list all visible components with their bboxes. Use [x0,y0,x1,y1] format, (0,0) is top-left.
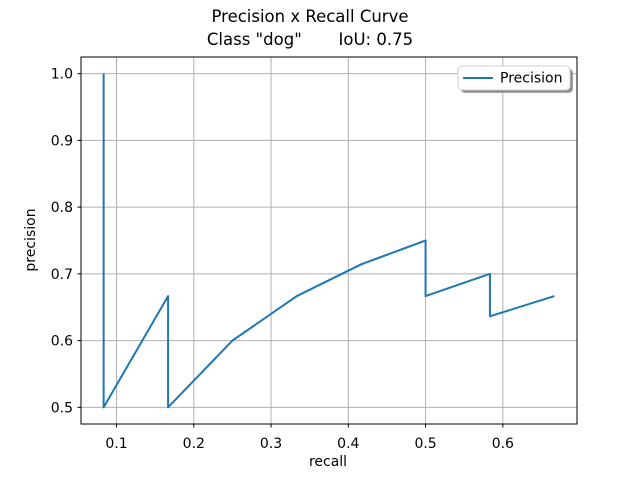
x-tick-label: 0.2 [183,436,205,452]
y-tick-label: 0.5 [51,400,73,416]
x-axis-label: recall [309,454,347,470]
precision-curve [102,73,555,409]
y-axis-label: precision [23,208,39,271]
y-tick-label: 0.8 [51,200,73,216]
legend-label: Precision [500,71,562,87]
legend: Precision [457,65,573,93]
y-tick-label: 0.7 [51,267,73,283]
x-tick-label: 0.6 [492,436,514,452]
grid-layer [81,57,577,424]
series-layer [102,73,555,409]
y-tick-label: 0.9 [51,133,73,149]
y-tick-label: 0.6 [51,334,73,350]
x-tick-label: 0.4 [337,436,359,452]
x-tick-label: 0.5 [414,436,436,452]
plot-border [80,56,578,425]
chart-subtitle: Class "dog" IoU: 0.75 [207,30,413,49]
x-tick-label: 0.3 [260,436,282,452]
x-tick-label: 0.1 [105,436,127,452]
chart-title: Precision x Recall Curve [211,7,408,26]
tick-layer: 0.1 0.2 0.3 0.4 0.5 0.6 0.5 0.6 0.7 0.8 0.9 1.0 [51,67,514,452]
y-tick-label: 1.0 [51,67,73,83]
legend-box [457,65,571,91]
